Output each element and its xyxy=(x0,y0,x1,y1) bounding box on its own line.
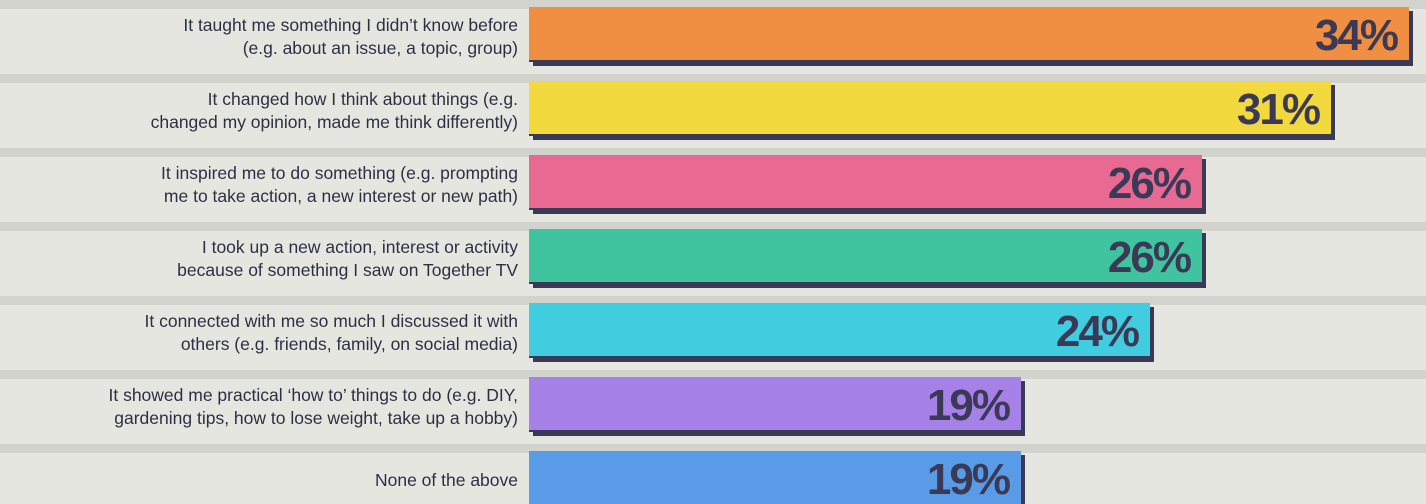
category-label: I took up a new action, interest or acti… xyxy=(0,236,518,282)
bar xyxy=(529,81,1331,136)
value-label: 26% xyxy=(1107,159,1192,208)
value-label: 26% xyxy=(1107,233,1192,282)
category-label: It connected with me so much I discussed… xyxy=(0,310,519,356)
category-label: It showed me practical ‘how to’ things t… xyxy=(0,384,518,430)
category-label-line: It showed me practical ‘how to’ things t… xyxy=(108,384,518,405)
row-divider xyxy=(0,0,1426,9)
bar xyxy=(529,377,1021,432)
category-label-line: others (e.g. friends, family, on social … xyxy=(180,333,518,354)
category-label-line: It connected with me so much I discussed… xyxy=(144,310,519,331)
category-label-line: because of something I saw on Together T… xyxy=(177,259,518,280)
category-label-line: It inspired me to do something (e.g. pro… xyxy=(161,162,518,183)
value-label: 19% xyxy=(926,381,1011,430)
value-label: 34% xyxy=(1314,11,1399,60)
category-label-line: gardening tips, how to lose weight, take… xyxy=(114,407,518,428)
category-label-line: It changed how I think about things (e.g… xyxy=(207,88,518,109)
row-divider xyxy=(0,444,1426,453)
bar xyxy=(529,303,1150,358)
category-label-line: changed my opinion, made me think differ… xyxy=(150,111,518,132)
category-label: It taught me something I didn’t know bef… xyxy=(0,14,518,60)
value-label: 24% xyxy=(1055,307,1140,356)
row-divider xyxy=(0,296,1426,305)
bar xyxy=(529,155,1202,210)
row-divider xyxy=(0,74,1426,83)
category-label-line: None of the above xyxy=(374,470,518,490)
row-divider xyxy=(0,370,1426,379)
category-label-line: me to take action, a new interest or new… xyxy=(163,185,518,206)
bar xyxy=(529,451,1021,504)
category-label-line: It taught me something I didn’t know bef… xyxy=(183,14,518,35)
value-label: 19% xyxy=(926,455,1011,504)
value-label: 31% xyxy=(1236,85,1321,134)
category-label-line: (e.g. about an issue, a topic, group) xyxy=(242,37,518,58)
category-label: It changed how I think about things (e.g… xyxy=(0,88,518,134)
row-divider xyxy=(0,148,1426,157)
category-label: None of the above xyxy=(0,469,518,492)
category-label-line: I took up a new action, interest or acti… xyxy=(201,236,518,257)
bar xyxy=(529,229,1202,284)
row-divider xyxy=(0,222,1426,231)
category-label: It inspired me to do something (e.g. pro… xyxy=(0,162,518,208)
bar xyxy=(529,7,1409,62)
